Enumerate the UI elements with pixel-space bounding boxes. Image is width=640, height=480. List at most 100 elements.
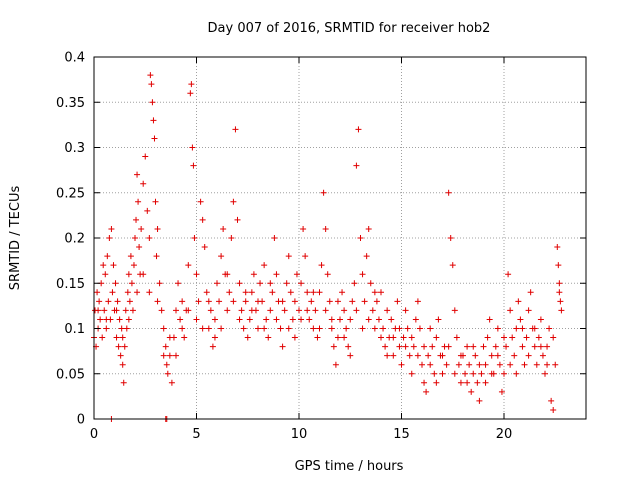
data-point <box>318 262 325 269</box>
data-point <box>113 334 120 341</box>
data-point <box>113 307 120 314</box>
data-point <box>125 316 132 323</box>
data-point <box>118 325 125 332</box>
x-tick-labels: 0 5 10 15 20 <box>90 427 512 442</box>
data-point <box>147 72 154 79</box>
data-point <box>501 370 507 377</box>
data-point <box>433 334 440 341</box>
data-point <box>190 162 197 169</box>
data-point <box>488 352 495 359</box>
data-point <box>236 316 243 323</box>
data-point <box>494 325 501 332</box>
data-point <box>470 343 477 350</box>
data-point <box>179 298 186 305</box>
data-point <box>556 280 563 287</box>
data-point <box>230 298 237 305</box>
data-point <box>129 307 136 314</box>
data-point <box>121 343 128 350</box>
data-point <box>302 253 309 260</box>
data-point <box>408 370 415 377</box>
data-point <box>201 244 208 251</box>
data-point <box>211 334 218 341</box>
data-point <box>151 135 158 142</box>
data-point <box>535 334 542 341</box>
data-point <box>144 207 151 214</box>
data-point <box>423 388 430 395</box>
data-point <box>400 334 407 341</box>
data-point <box>189 144 196 151</box>
data-point <box>519 343 526 350</box>
data-point <box>542 370 548 377</box>
data-point <box>435 316 442 323</box>
data-point <box>511 352 518 359</box>
x-tick-label: 5 <box>192 427 200 442</box>
data-point <box>216 298 223 305</box>
data-point <box>388 316 395 323</box>
data-point <box>363 253 370 260</box>
data-point <box>464 343 471 350</box>
data-point <box>433 379 440 386</box>
data-point <box>476 397 483 404</box>
data-point <box>355 126 362 133</box>
data-point <box>181 334 188 341</box>
data-point <box>104 253 111 260</box>
data-point <box>353 162 360 169</box>
data-point <box>99 334 106 341</box>
data-point <box>390 334 397 341</box>
data-point <box>513 325 520 332</box>
data-point <box>94 289 101 296</box>
data-point <box>357 235 364 241</box>
data-point <box>267 307 274 314</box>
data-point <box>312 307 319 314</box>
data-point <box>402 343 409 350</box>
data-point <box>345 343 352 350</box>
data-point <box>537 343 544 350</box>
data-point <box>205 298 212 305</box>
data-point <box>153 253 160 260</box>
y-tick-label: 0.05 <box>56 367 85 382</box>
data-point <box>255 325 261 332</box>
data-point <box>478 370 485 377</box>
data-point <box>404 325 411 332</box>
data-point <box>394 298 401 305</box>
data-point <box>310 325 317 332</box>
x-tick-label: 0 <box>90 427 98 442</box>
data-point <box>269 289 276 296</box>
data-point <box>484 334 491 341</box>
data-point <box>533 361 540 368</box>
data-point <box>146 289 153 296</box>
data-point <box>406 352 413 359</box>
data-point <box>427 361 434 368</box>
data-point <box>265 334 272 341</box>
y-tick-labels: 0 0.05 0.1 0.15 0.2 0.25 0.3 0.35 0.4 <box>56 51 85 428</box>
data-point <box>353 307 360 314</box>
data-point <box>109 289 116 296</box>
data-point <box>539 352 546 359</box>
data-point <box>103 316 110 323</box>
data-point <box>443 361 450 368</box>
data-point <box>273 316 280 323</box>
data-point <box>185 262 192 269</box>
data-point <box>257 280 264 287</box>
data-point <box>474 379 481 386</box>
data-point <box>439 370 446 377</box>
data-point <box>166 334 173 341</box>
data-point <box>544 343 551 350</box>
data-point <box>207 307 214 314</box>
data-point <box>365 225 372 232</box>
data-point <box>261 325 268 332</box>
data-point <box>173 352 179 359</box>
data-points <box>91 72 565 422</box>
data-point <box>328 316 335 323</box>
y-tick-label: 0.15 <box>56 277 85 292</box>
data-point <box>341 307 348 314</box>
data-point <box>384 352 391 359</box>
y-tick-label: 0.35 <box>56 96 85 111</box>
data-point <box>328 325 335 332</box>
data-point <box>114 298 121 305</box>
data-point <box>537 316 544 323</box>
data-point <box>127 253 134 260</box>
data-point <box>134 171 141 178</box>
data-point <box>365 316 372 323</box>
data-point <box>390 352 397 359</box>
